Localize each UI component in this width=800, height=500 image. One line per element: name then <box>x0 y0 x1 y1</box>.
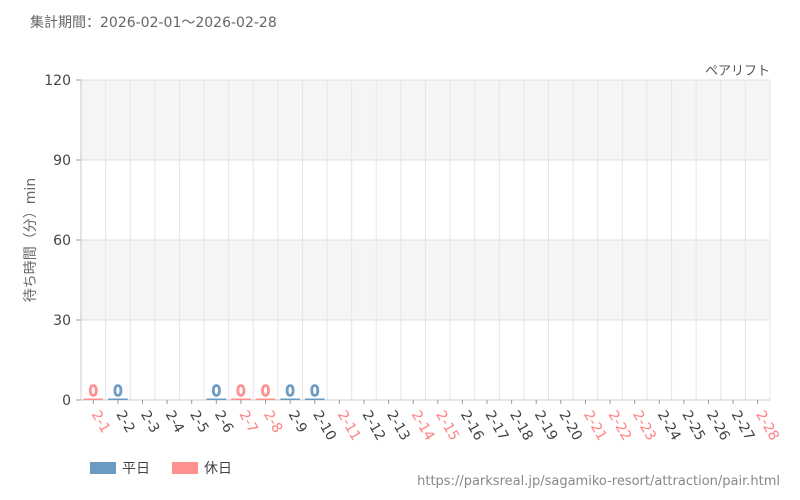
bar-value-label: 0 <box>285 382 295 400</box>
x-tick-label: 2-26 <box>703 408 733 444</box>
bar <box>255 398 276 400</box>
bar-value-label: 0 <box>310 382 320 400</box>
bar <box>280 398 301 400</box>
x-tick-label: 2-16 <box>457 408 487 444</box>
bar <box>108 398 128 400</box>
x-tick-label: 2-6 <box>211 408 236 436</box>
legend-item-weekday[interactable]: 平日 <box>90 458 150 478</box>
bar-value-label: 0 <box>261 382 271 400</box>
x-tick-label: 2-11 <box>334 408 364 444</box>
x-tick-label: 2-8 <box>260 408 285 436</box>
bar-value-label: 0 <box>236 382 246 400</box>
source-url[interactable]: https://parksreal.jp/sagamiko-resort/att… <box>417 474 780 489</box>
x-tick-label: 2-2 <box>112 408 137 436</box>
bar-value-label: 0 <box>212 382 222 400</box>
legend-label-holiday: 休日 <box>204 461 232 477</box>
x-tick-label: 2-27 <box>728 408 758 444</box>
x-tick-label: 2-19 <box>531 408 561 444</box>
x-tick-label: 2-18 <box>506 408 536 444</box>
x-tick-label: 2-21 <box>580 408 610 444</box>
period-label: 集計期間：2026-02-01～2026-02-28 <box>30 15 277 31</box>
bar-value-label: 0 <box>113 382 123 400</box>
bar <box>206 398 227 400</box>
x-tick-label: 2-23 <box>629 408 659 444</box>
legend: 平日 休日 <box>90 458 232 478</box>
x-tick-label: 2-10 <box>309 408 339 444</box>
y-tick-label: 120 <box>44 73 71 89</box>
x-tick-label: 2-14 <box>408 408 438 444</box>
x-tick-label: 2-3 <box>137 408 162 436</box>
x-tick-label: 2-5 <box>186 408 211 436</box>
x-tick-label: 2-12 <box>359 408 389 444</box>
legend-swatch-weekday <box>90 462 116 474</box>
y-tick-label: 0 <box>62 393 71 409</box>
legend-swatch-holiday <box>172 462 198 474</box>
x-tick-label: 2-7 <box>235 408 260 436</box>
x-tick-label: 2-13 <box>383 408 413 444</box>
x-tick-label: 2-24 <box>654 408 684 444</box>
x-tick-label: 2-25 <box>678 408 708 444</box>
x-tick-label: 2-17 <box>482 408 512 444</box>
x-tick-label: 2-4 <box>162 408 187 436</box>
bar <box>83 398 104 400</box>
legend-item-holiday[interactable]: 休日 <box>172 458 232 478</box>
y-tick-label: 90 <box>53 153 71 169</box>
bar-value-label: 0 <box>89 382 99 400</box>
y-tick-label: 30 <box>53 313 71 329</box>
x-tick-label: 2-1 <box>88 408 113 436</box>
bar <box>231 398 251 400</box>
attraction-name: ペアリフト <box>704 64 770 79</box>
x-tick-label: 2-28 <box>752 408 782 444</box>
y-tick-label: 60 <box>53 233 71 249</box>
x-tick-label: 2-22 <box>605 408 635 444</box>
legend-label-weekday: 平日 <box>122 461 150 477</box>
x-tick-label: 2-15 <box>432 408 462 444</box>
x-tick-label: 2-20 <box>555 408 585 444</box>
x-tick-label: 2-9 <box>285 408 310 436</box>
bar <box>304 398 325 400</box>
